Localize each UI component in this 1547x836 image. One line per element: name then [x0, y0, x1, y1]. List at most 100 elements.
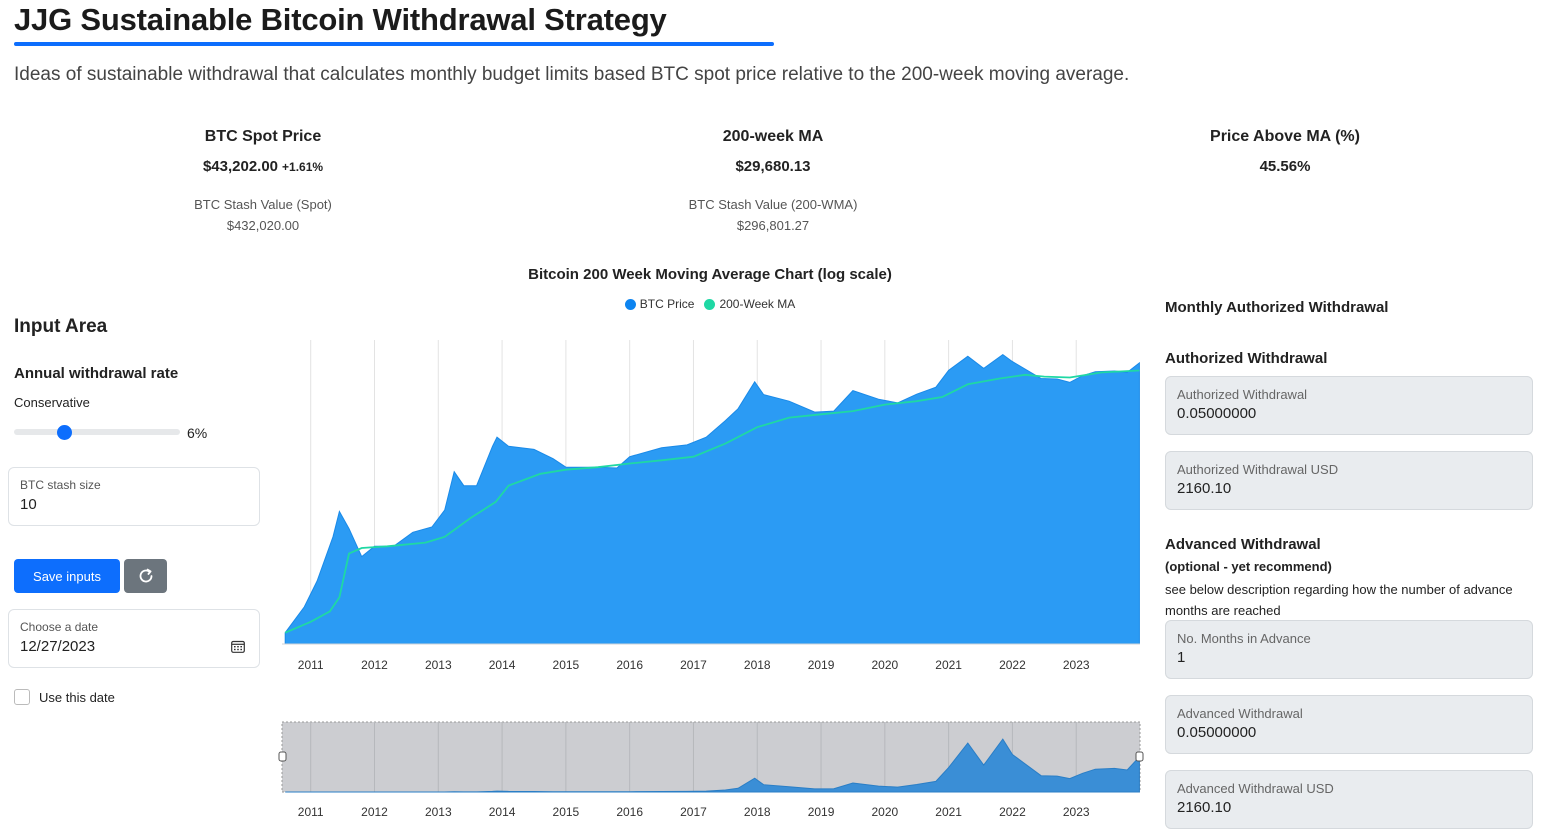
stat-ma-value: $29,680.13	[735, 158, 811, 175]
nav-x-tick-2012: 2012	[361, 805, 388, 819]
advanced-withdrawal-usd-value: 2160.10	[1177, 799, 1232, 816]
authorized-withdrawal-usd-field: Authorized Withdrawal USD 2160.10	[1165, 451, 1533, 510]
advanced-withdrawal-field: Advanced Withdrawal 0.05000000	[1165, 695, 1533, 754]
stat-spot-value-row: $43,202.00 +1.61%	[133, 158, 393, 175]
btc-price-area	[284, 353, 1140, 645]
withdrawal-rate-title: Annual withdrawal rate	[14, 365, 179, 382]
advanced-withdrawal-value: 0.05000000	[1177, 724, 1257, 741]
authorized-withdrawal-value: 0.05000000	[1177, 405, 1257, 422]
x-tick-2022: 2022	[999, 658, 1026, 672]
navigator-x-ticks: 2011 2012 2013 2014 2015 2016 2017 2018 2019 2020…	[298, 805, 1090, 819]
stat-ma-stash-value: $296,801.27	[736, 218, 810, 233]
authorized-withdrawal-label: Authorized Withdrawal	[1177, 387, 1308, 402]
stat-spot-change: +1.61%	[282, 160, 324, 174]
authorized-withdrawal-heading: Authorized Withdrawal	[1165, 350, 1328, 367]
legend-item-200-week-ma[interactable]: 200-Week MA	[704, 297, 795, 311]
input-area-title: Input Area	[14, 316, 108, 337]
advanced-withdrawal-label: Advanced Withdrawal	[1177, 706, 1303, 721]
withdrawal-rate-slider[interactable]	[14, 425, 180, 440]
slider-track[interactable]	[14, 429, 180, 435]
nav-x-tick-2017: 2017	[680, 805, 707, 819]
nav-x-tick-2020: 2020	[871, 805, 898, 819]
months-in-advance-field: No. Months in Advance 1	[1165, 620, 1533, 679]
stat-spot-stash-value: $432,020.00	[226, 218, 300, 233]
x-tick-2021: 2021	[935, 658, 962, 672]
nav-x-tick-2018: 2018	[744, 805, 771, 819]
stat-ma-label: 200-week MA	[722, 128, 824, 145]
legend-label-200-week-ma: 200-Week MA	[719, 297, 796, 311]
legend-item-btc-price[interactable]: BTC Price	[624, 297, 695, 311]
legend-dot-btc-price	[624, 298, 636, 310]
reset-button[interactable]	[124, 559, 167, 593]
btc-stash-size-input[interactable]: 10	[20, 496, 37, 513]
chart-title: Bitcoin 200 Week Moving Average Chart (l…	[528, 266, 892, 283]
nav-x-tick-2023: 2023	[1063, 805, 1090, 819]
stat-spot-stash-label: BTC Stash Value (Spot)	[194, 197, 332, 212]
months-in-advance-value: 1	[1177, 649, 1186, 666]
advanced-withdrawal-usd-label: Advanced Withdrawal USD	[1177, 781, 1334, 796]
nav-x-tick-2014: 2014	[489, 805, 516, 819]
x-tick-2012: 2012	[361, 658, 388, 672]
nav-x-tick-2011: 2011	[298, 805, 324, 819]
advanced-withdrawal-note: (optional - yet recommend)	[1165, 559, 1332, 574]
btc-stash-size-label: BTC stash size	[20, 478, 101, 492]
chart-legend: BTC Price 200-Week MA	[600, 297, 820, 311]
btc-stash-size-field[interactable]: BTC stash size 10	[8, 467, 260, 526]
x-tick-2014: 2014	[489, 658, 516, 672]
nav-x-tick-2022: 2022	[999, 805, 1026, 819]
x-tick-2013: 2013	[425, 658, 452, 672]
navigator-chart[interactable]: 2011 2012 2013 2014 2015 2016 2017 2018 2019 2020…	[270, 715, 1150, 827]
x-tick-2019: 2019	[808, 658, 835, 672]
page-subtitle: Ideas of sustainable withdrawal that cal…	[14, 64, 1130, 85]
authorized-withdrawal-usd-label: Authorized Withdrawal USD	[1177, 462, 1339, 477]
navigator-handle-left[interactable]	[278, 751, 287, 762]
withdrawal-rate-mode: Conservative	[14, 395, 90, 410]
use-this-date-label: Use this date	[39, 690, 115, 705]
stat-ma: 200-week MA $29,680.13 BTC Stash Value (…	[643, 128, 903, 233]
stat-above-value: 45.56%	[1259, 158, 1311, 175]
stat-spot-value: $43,202.00	[202, 158, 279, 175]
page-title: JJG Sustainable Bitcoin Withdrawal Strat…	[14, 2, 667, 37]
ma-200-week-line	[284, 369, 1140, 634]
navigator-handle-right[interactable]	[1135, 751, 1144, 762]
save-inputs-button[interactable]: Save inputs	[14, 559, 120, 593]
main-chart[interactable]: 2011 2012 2013 2014 2015 2016 2017 2018 2019 2020…	[270, 330, 1150, 680]
nav-x-tick-2016: 2016	[616, 805, 643, 819]
advanced-withdrawal-usd-field: Advanced Withdrawal USD 2160.10	[1165, 770, 1533, 829]
nav-x-tick-2015: 2015	[553, 805, 580, 819]
months-in-advance-label: No. Months in Advance	[1177, 631, 1311, 646]
refresh-icon	[139, 568, 152, 583]
x-tick-2011: 2011	[298, 658, 324, 672]
legend-label-btc-price: BTC Price	[639, 297, 695, 311]
x-tick-2016: 2016	[616, 658, 643, 672]
navigator-price-area	[285, 738, 1140, 793]
main-x-ticks: 2011 2012 2013 2014 2015 2016 2017 2018 2019 2020…	[298, 658, 1090, 672]
withdrawal-rate-value: 6%	[187, 425, 208, 441]
stat-spot: BTC Spot Price $43,202.00 +1.61% BTC Stas…	[133, 128, 393, 233]
x-tick-2018: 2018	[744, 658, 771, 672]
stat-above: Price Above MA (%) 45.56%	[1155, 128, 1415, 175]
advanced-withdrawal-heading: Advanced Withdrawal	[1165, 536, 1321, 553]
nav-x-tick-2013: 2013	[425, 805, 452, 819]
date-picker-field[interactable]: Choose a date 12/27/2023	[8, 609, 260, 668]
legend-dot-200-week-ma	[704, 298, 716, 310]
advanced-withdrawal-description: see below description regarding how the …	[1165, 582, 1513, 618]
stat-spot-label: BTC Spot Price	[204, 128, 322, 145]
nav-x-tick-2019: 2019	[808, 805, 835, 819]
x-tick-2017: 2017	[680, 658, 707, 672]
monthly-authorized-heading: Monthly Authorized Withdrawal	[1165, 299, 1389, 316]
stat-ma-stash-label: BTC Stash Value (200-WMA)	[688, 197, 858, 212]
slider-thumb[interactable]	[56, 425, 72, 440]
x-tick-2015: 2015	[553, 658, 580, 672]
date-picker-label: Choose a date	[20, 620, 99, 634]
authorized-withdrawal-field: Authorized Withdrawal 0.05000000	[1165, 376, 1533, 435]
authorized-withdrawal-usd-value: 2160.10	[1177, 480, 1232, 497]
use-this-date-checkbox[interactable]	[14, 689, 30, 705]
title-underline	[14, 42, 774, 46]
x-tick-2020: 2020	[871, 658, 898, 672]
nav-x-tick-2021: 2021	[935, 805, 962, 819]
x-tick-2023: 2023	[1063, 658, 1090, 672]
calendar-icon[interactable]	[231, 640, 245, 653]
stat-above-label: Price Above MA (%)	[1210, 128, 1360, 145]
date-picker-input[interactable]: 12/27/2023	[20, 638, 96, 655]
